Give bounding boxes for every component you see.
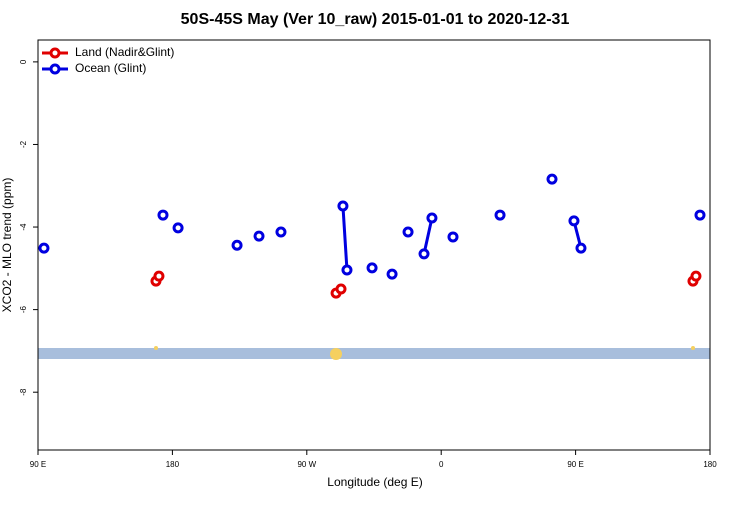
chart-title: 50S-45S May (Ver 10_raw) 2015-01-01 to 2… <box>181 11 570 28</box>
y-tick-label: -2 <box>19 140 28 148</box>
point <box>426 212 438 224</box>
y-tick-label: -8 <box>19 388 28 396</box>
point <box>153 270 165 282</box>
x-tick-label: 180 <box>166 460 180 469</box>
point <box>494 209 506 221</box>
point <box>575 242 587 254</box>
x-tick-label: 90 E <box>30 460 46 469</box>
marker-yellow <box>154 346 158 350</box>
band <box>38 348 710 359</box>
point <box>337 200 349 212</box>
y-tick-label: 0 <box>19 59 28 64</box>
y-tick-label: -6 <box>19 306 28 314</box>
plot-frame <box>37 39 711 451</box>
point <box>418 248 430 260</box>
point <box>275 226 287 238</box>
y-tick-label: -4 <box>19 223 28 231</box>
x-tick-label: 180 <box>703 460 717 469</box>
legend-label: Ocean (Glint) <box>75 61 146 75</box>
marker-yellow <box>330 348 342 360</box>
y-axis-label: XCO2 - MLO trend (ppm) <box>0 178 14 313</box>
point <box>335 283 347 295</box>
point <box>172 222 184 234</box>
point <box>366 262 378 274</box>
point <box>694 209 706 221</box>
point <box>386 268 398 280</box>
point <box>447 231 459 243</box>
point <box>157 209 169 221</box>
legend-marker <box>49 47 61 59</box>
point <box>38 242 50 254</box>
point <box>546 173 558 185</box>
point <box>341 264 353 276</box>
point <box>253 230 265 242</box>
x-tick-label: 90 W <box>297 460 316 469</box>
point <box>402 226 414 238</box>
legend-label: Land (Nadir&Glint) <box>75 45 174 59</box>
x-axis-label: Longitude (deg E) <box>327 475 422 489</box>
point <box>231 239 243 251</box>
point <box>568 215 580 227</box>
x-tick-label: 90 E <box>567 460 583 469</box>
legend-marker <box>49 63 61 75</box>
marker-yellow <box>691 346 695 350</box>
x-tick-label: 0 <box>439 460 444 469</box>
point <box>690 270 702 282</box>
